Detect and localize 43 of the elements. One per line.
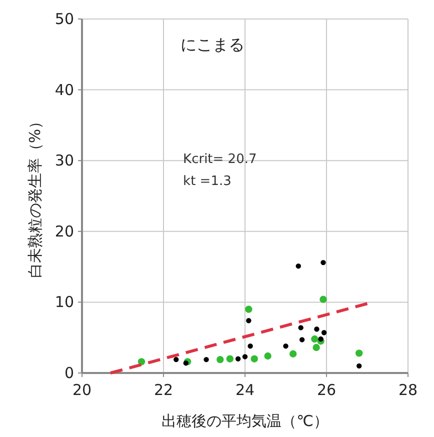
point <box>226 355 234 362</box>
point <box>235 356 241 362</box>
point <box>216 356 224 364</box>
y-tick-label: 30 <box>54 152 74 170</box>
x-tick-label: 22 <box>154 381 174 399</box>
point <box>311 335 318 343</box>
y-tick-label: 20 <box>54 222 74 240</box>
x-tick-label: 26 <box>316 381 336 399</box>
text: にこまる <box>180 35 244 54</box>
y-tick-label: 40 <box>54 80 74 99</box>
x-tick-label: 24 <box>235 381 255 399</box>
point <box>174 356 179 362</box>
point <box>320 296 327 303</box>
y-tick-label: 50 <box>54 10 74 28</box>
x-axis-title: 出穂後の平均気温（℃） <box>162 412 328 430</box>
y-axis-title: 白未熟粒の発生率（%） <box>26 114 44 278</box>
point <box>138 358 146 366</box>
x-tick-label: 20 <box>72 381 92 399</box>
point <box>204 356 209 362</box>
point <box>250 355 258 362</box>
point <box>321 330 327 336</box>
point <box>283 343 288 349</box>
point <box>183 360 189 366</box>
point <box>264 352 272 360</box>
y-tick-label: 10 <box>54 293 74 312</box>
point <box>296 263 301 269</box>
point <box>248 343 253 349</box>
point <box>242 354 248 360</box>
point <box>245 306 252 313</box>
point <box>299 337 305 342</box>
y-tick-label: 0 <box>64 364 74 382</box>
point <box>318 336 324 342</box>
point <box>356 350 363 357</box>
annotation: Kcrit= 20.7 <box>183 152 257 167</box>
x-tick-label: 28 <box>398 381 418 399</box>
annotation: kt =1.3 <box>183 174 232 189</box>
point <box>356 363 362 369</box>
point <box>314 326 320 332</box>
point <box>320 260 326 266</box>
point <box>298 325 304 330</box>
point <box>312 344 320 352</box>
point <box>289 350 297 358</box>
point <box>246 318 252 324</box>
